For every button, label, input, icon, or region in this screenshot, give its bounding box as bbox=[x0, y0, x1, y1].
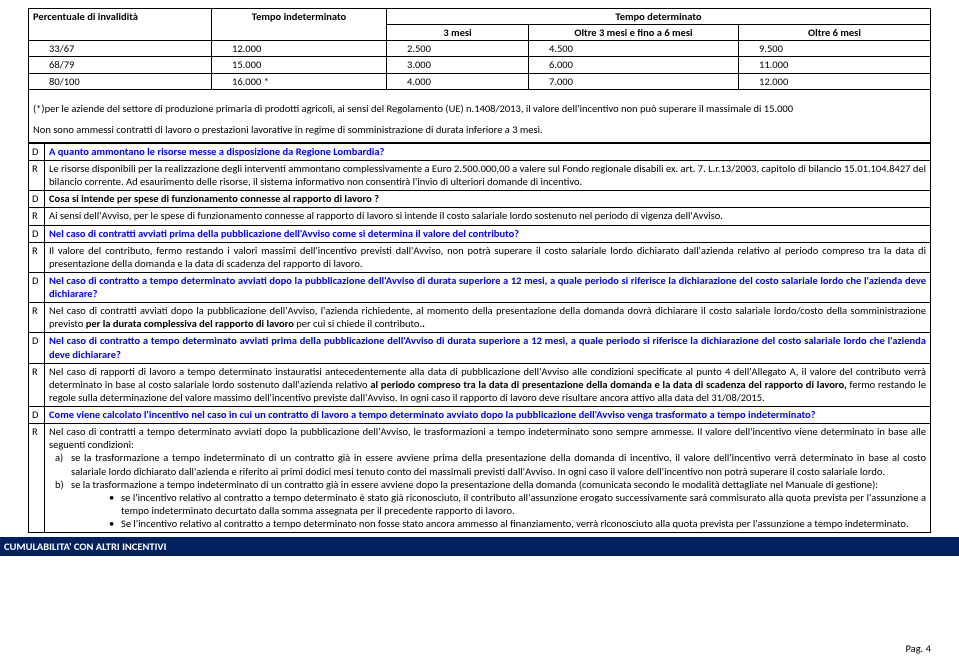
col-r: R bbox=[29, 303, 45, 333]
text-a: se la trasformazione a tempo indetermina… bbox=[71, 451, 926, 477]
col-d: D bbox=[29, 191, 45, 208]
col-r: R bbox=[29, 424, 45, 533]
cell: 15.000 bbox=[212, 57, 387, 73]
col-d: D bbox=[29, 272, 45, 302]
question: Come viene calcolato l'incentivo nel cas… bbox=[49, 408, 816, 421]
bullet-text: Se l'incentivo relativo al contratto a t… bbox=[121, 517, 909, 530]
page-number: Pag. 4 bbox=[905, 642, 931, 655]
note-block: (*)per le aziende del settore di produzi… bbox=[28, 90, 931, 143]
faq-table: D A quanto ammontano le risorse messe a d… bbox=[28, 143, 931, 533]
cell: 80/100 bbox=[29, 73, 212, 89]
col-d: D bbox=[29, 333, 45, 363]
bullet-item: •Se l'incentivo relativo al contratto a … bbox=[109, 517, 926, 530]
table-row: 80/100 16.000 * 4.000 7.000 12.000 bbox=[29, 73, 931, 89]
cell: 12.000 bbox=[212, 41, 387, 57]
section-header-bar: CUMULABILITA' CON ALTRI INCENTIVI bbox=[0, 537, 959, 556]
cell: 33/67 bbox=[29, 41, 212, 57]
bullet-icon: • bbox=[109, 491, 121, 517]
cell: 11.000 bbox=[739, 57, 931, 73]
bullet-item: •se l'incentivo relativo al contratto a … bbox=[109, 491, 926, 517]
answer: Ai sensi dell'Avviso, per le spese di fu… bbox=[45, 208, 931, 225]
col-r: R bbox=[29, 208, 45, 225]
intro: Nel caso di contratti a tempo determinat… bbox=[49, 425, 926, 451]
col-r: R bbox=[29, 363, 45, 406]
question: Nel caso di contratto a tempo determinat… bbox=[49, 274, 926, 300]
cell: 16.000 * bbox=[212, 73, 387, 89]
question: Cosa si intende per spese di funzionamen… bbox=[49, 192, 379, 205]
bullet-text: se l'incentivo relativo al contratto a t… bbox=[121, 491, 926, 517]
note-line: Non sono ammessi contratti di lavoro o p… bbox=[33, 123, 926, 136]
page-container: Percentuale di invalidità Tempo indeterm… bbox=[0, 0, 959, 533]
th-3to6: Oltre 3 mesi e fino a 6 mesi bbox=[529, 25, 739, 41]
col-d: D bbox=[29, 143, 45, 160]
cell: 3.000 bbox=[387, 57, 529, 73]
note-line: (*)per le aziende del settore di produzi… bbox=[33, 102, 926, 115]
answer: Il valore del contributo, fermo restando… bbox=[45, 242, 931, 272]
label-a: a) bbox=[49, 451, 71, 477]
cell: 4.000 bbox=[387, 73, 529, 89]
benefits-table: Percentuale di invalidità Tempo indeterm… bbox=[28, 8, 931, 90]
th-oltre6: Oltre 6 mesi bbox=[739, 25, 931, 41]
table-row: 33/67 12.000 2.500 4.500 9.500 bbox=[29, 41, 931, 57]
col-r: R bbox=[29, 242, 45, 272]
list-item-a: a) se la trasformazione a tempo indeterm… bbox=[49, 451, 926, 477]
cell: 4.500 bbox=[529, 41, 739, 57]
th-percent: Percentuale di invalidità bbox=[29, 9, 212, 41]
answer-mixed: Nel caso di contratti avviati dopo la pu… bbox=[45, 303, 931, 333]
cell: 9.500 bbox=[739, 41, 931, 57]
answer: Le risorse disponibili per la realizzazi… bbox=[45, 161, 931, 191]
cell: 12.000 bbox=[739, 73, 931, 89]
text-b: se la trasformazione a tempo indetermina… bbox=[71, 478, 878, 491]
bullet-icon: • bbox=[109, 517, 121, 530]
list-item-b: b) se la trasformazione a tempo indeterm… bbox=[49, 478, 926, 491]
label-b: b) bbox=[49, 478, 71, 491]
col-r: R bbox=[29, 161, 45, 191]
col-d: D bbox=[29, 407, 45, 424]
cell: 2.500 bbox=[387, 41, 529, 57]
th-determinato: Tempo determinato bbox=[387, 9, 931, 25]
table-row: 68/79 15.000 3.000 6.000 11.000 bbox=[29, 57, 931, 73]
cell: 7.000 bbox=[529, 73, 739, 89]
answer-complex: Nel caso di contratti a tempo determinat… bbox=[45, 424, 931, 533]
col-d: D bbox=[29, 225, 45, 242]
question: A quanto ammontano le risorse messe a di… bbox=[49, 145, 384, 158]
answer-mixed: Nel caso di rapporti di lavoro a tempo d… bbox=[45, 363, 931, 406]
question: Nel caso di contratto a tempo determinat… bbox=[49, 334, 926, 360]
th-3mesi: 3 mesi bbox=[387, 25, 529, 41]
bullet-list: •se l'incentivo relativo al contratto a … bbox=[49, 491, 926, 530]
question: Nel caso di contratti avviati prima dell… bbox=[49, 227, 519, 240]
cell: 6.000 bbox=[529, 57, 739, 73]
th-indeterminato: Tempo indeterminato bbox=[212, 9, 387, 41]
cell: 68/79 bbox=[29, 57, 212, 73]
